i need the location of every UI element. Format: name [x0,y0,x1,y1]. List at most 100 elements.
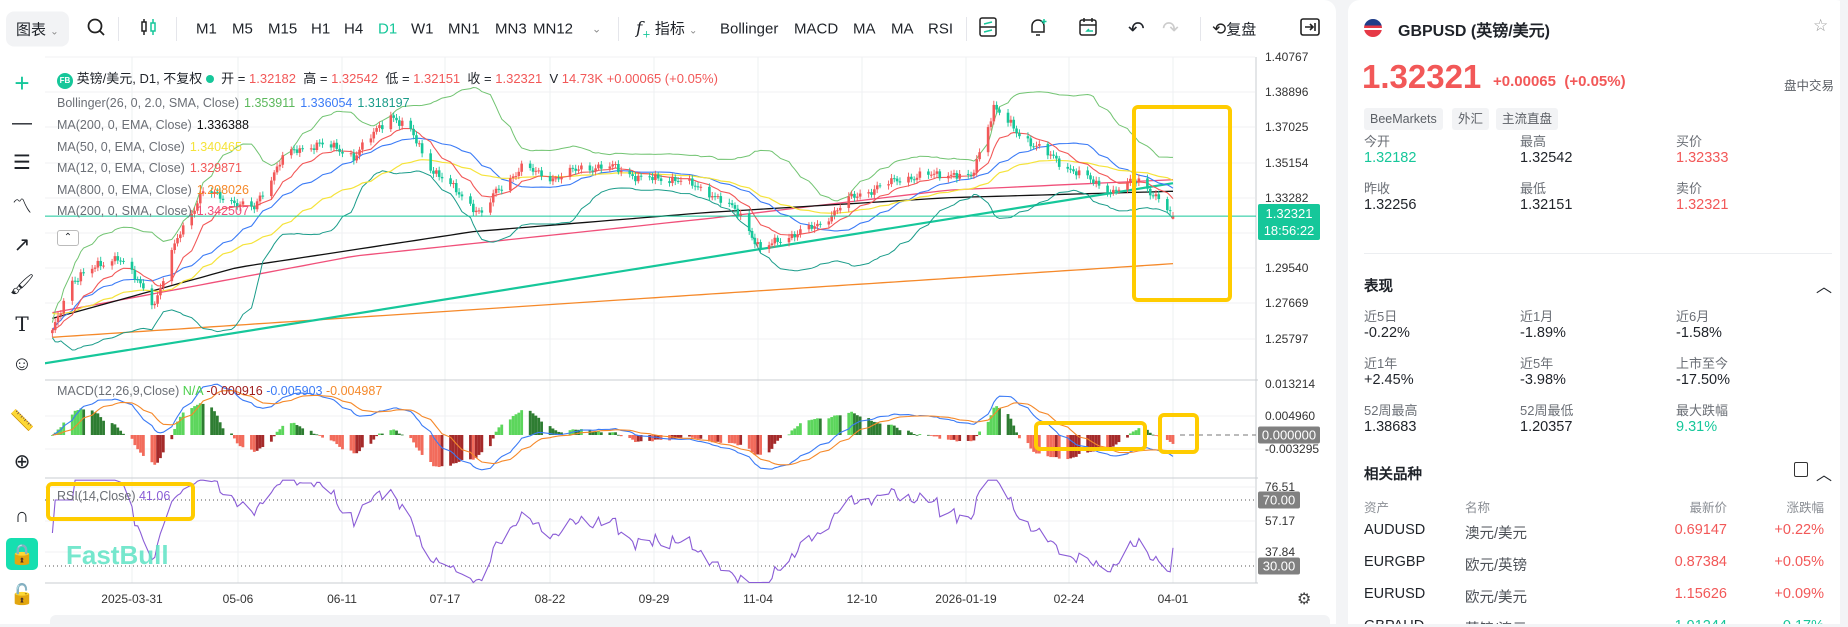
candle [70,276,74,305]
text-icon[interactable]: T [15,312,29,336]
indicator-value: 1.353911 [244,96,296,110]
macd-histogram-bar [113,424,117,435]
arrow-line-icon[interactable]: ↗ [13,233,31,256]
chart-settings-gear-icon[interactable]: ⚙ [1297,591,1312,608]
calendar-icon[interactable] [1077,16,1099,42]
unlock-icon[interactable]: 🔓 [9,583,35,606]
price-tick: 1.37025 [1265,120,1309,134]
indicator-legend-row[interactable]: Bollinger(26, 0, 2.0, SMA, Close) 1.35391… [57,96,410,110]
indicator-macd[interactable]: MACD [794,20,839,38]
macd-histogram-bar [1134,430,1138,435]
search-icon[interactable] [86,17,106,41]
candlestick-type-icon[interactable] [138,16,160,42]
indicator-legend-row[interactable]: MA(12, 0, EMA, Close) 1.329871 [57,161,242,175]
indicator-ma-2[interactable]: MA [891,20,914,38]
candle [577,165,580,174]
timeframe-m5[interactable]: M5 [232,20,253,38]
replay-button[interactable]: ⟲复盘 [1212,19,1256,40]
zigzag-pattern-icon[interactable]: 〽 [12,195,32,218]
indicator-bollinger[interactable]: Bollinger [720,20,779,38]
timeframe-m15[interactable]: M15 [268,20,298,38]
alert-bell-icon[interactable] [1027,16,1049,42]
related-collapse-icon[interactable]: ︿ [1816,467,1833,484]
brush-icon[interactable]: 🖌 [9,273,35,296]
price-tick: 1.38896 [1265,85,1309,99]
chart-menu-button[interactable]: 图表 ⌄ [6,11,69,47]
candle [1094,176,1098,188]
candle [699,184,703,192]
timeframe-d1[interactable]: D1 [378,20,398,38]
related-change: -0.17% [1778,618,1824,624]
timeframe-h4[interactable]: H4 [344,20,364,38]
indicator-value: 1.336388 [196,118,249,132]
candle [727,198,731,208]
macd-histogram-bar [176,421,179,435]
macd-histogram-bar [298,426,302,435]
redo-icon[interactable]: ↷ [1162,18,1179,41]
candle [395,114,398,124]
macd-histogram-bar [315,434,319,436]
parallel-lines-icon[interactable]: ☰ [13,151,31,174]
macd-diff-value: -0.004987 [325,384,383,398]
chart-plot[interactable] [0,0,1336,624]
timeframe-mn1[interactable]: MN1 [448,20,480,38]
related-list-icon[interactable] [1794,462,1808,477]
indicator-legend-row[interactable]: MA(200, 0, SMA, Close) 1.342507 [57,204,249,218]
candle [730,199,734,208]
lock-drawings-icon[interactable]: 🔒 [6,538,38,570]
timeframe-m1[interactable]: M1 [196,20,217,38]
panel-scrollbar[interactable] [1840,0,1848,624]
macd-histogram-bar [50,435,54,436]
timeframe-h1[interactable]: H1 [311,20,331,38]
indicator-legend-row[interactable]: MA(200, 0, EMA, Close) 1.336388 [57,118,249,132]
horizontal-line-icon[interactable]: — [12,111,32,134]
indicators-button[interactable]: f+ 指标 ⌄ [636,17,697,40]
macd-histogram-bar [986,421,990,435]
indicator-ma-1[interactable]: MA [853,20,876,38]
macd-histogram-bar [639,435,643,442]
indicator-legend-row[interactable]: MA(800, 0, EMA, Close) 1.298026 [57,183,249,197]
performance-collapse-icon[interactable]: ︿ [1816,279,1833,296]
timeframe-mn12[interactable]: MN12 [533,20,574,38]
candle [816,220,819,230]
tag-broker[interactable]: BeeMarkets [1364,108,1443,130]
timeframe-w1[interactable]: W1 [411,20,434,38]
indicator-rsi[interactable]: RSI [928,20,954,38]
indicator-name: MA(200, 0, EMA, Close) [57,118,192,132]
timeframe-more-chevron-icon[interactable]: ⌄ [592,23,602,36]
candle [890,174,893,188]
macd-histogram-bar [750,435,754,453]
macd-histogram-bar [170,435,174,440]
layout-icon[interactable] [978,16,998,42]
crosshair-icon[interactable]: + [14,67,30,98]
macd-histogram-bar [417,435,421,451]
collapse-legend-button[interactable]: ⌃ [57,230,79,246]
performance-value: -1.89% [1520,325,1566,341]
macd-histogram-bar [210,407,214,435]
macd-histogram-bar [500,424,504,435]
macd-histogram-bar [1054,435,1058,458]
candle [1126,178,1129,194]
macd-histogram-bar [415,435,418,448]
zoom-in-icon[interactable]: ⊕ [13,450,31,473]
collapse-panel-icon[interactable] [1300,18,1320,40]
tag-subcategory[interactable]: 主流直盘 [1496,108,1559,130]
trendline[interactable] [41,182,1174,365]
indicator-legend-row[interactable]: MA(50, 0, EMA, Close) 1.340465 [57,140,242,154]
favorite-star-icon[interactable]: ☆ [1813,16,1829,35]
macd-tick: -0.003295 [1265,442,1320,456]
macd-histogram-bar [1046,435,1050,457]
macd-histogram-bar [73,410,77,435]
performance-value: 1.20357 [1520,419,1573,435]
candle [1066,163,1070,173]
magnet-icon[interactable]: ∩ [14,504,30,527]
ruler-icon[interactable]: 📏 [9,409,35,432]
macd-histogram-bar [110,423,114,435]
timeframe-mn3[interactable]: MN3 [495,20,527,38]
tag-category[interactable]: 外汇 [1452,108,1490,130]
undo-icon[interactable]: ↶ [1128,18,1145,41]
macd-histogram-bar [614,432,617,435]
emoji-icon[interactable]: ☺ [11,352,33,375]
macd-histogram-bar [454,435,458,464]
candle [511,173,515,183]
